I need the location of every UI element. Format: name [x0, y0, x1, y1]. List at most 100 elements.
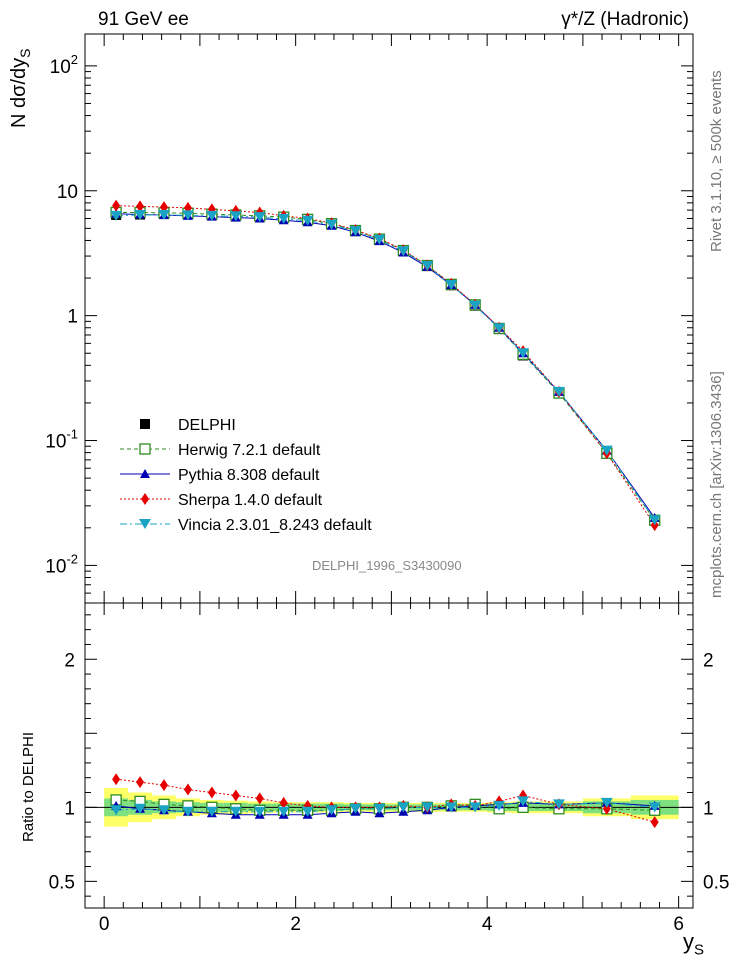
- ratio-sherpa-point: [255, 792, 264, 805]
- ratio-y-tick-label-left: 2: [64, 650, 75, 671]
- ratio-vincia-point: [181, 806, 194, 817]
- ratio-vincia-point: [325, 805, 338, 816]
- ratio-vincia-point: [493, 800, 506, 811]
- ratio-vincia-point: [600, 797, 613, 808]
- analysis-watermark: DELPHI_1996_S3430090: [312, 558, 462, 573]
- x-axis-label: yS: [683, 929, 704, 958]
- main-sherpa-point: [136, 200, 145, 213]
- legend-marker-data: [140, 419, 150, 429]
- legend-label-data: DELPHI: [178, 417, 236, 434]
- rivet-version-label: Rivet 3.1.10, ≥ 500k events: [708, 70, 725, 252]
- ratio-vincia-point: [648, 802, 661, 813]
- ratio-vincia-point: [205, 806, 218, 817]
- ratio-vincia-point: [253, 806, 266, 817]
- main-vincia-point: [205, 210, 218, 221]
- ratio-y-axis-label: Ratio to DELPHI: [20, 731, 37, 842]
- ratio-sherpa-point: [231, 789, 240, 802]
- main-y-tick-label-exponent: -1: [66, 427, 78, 442]
- main-vincia-point: [325, 219, 338, 230]
- main-vincia-point: [253, 212, 266, 223]
- ratio-vincia-point: [445, 802, 458, 813]
- legend-marker-herwig: [139, 443, 151, 455]
- ratio-vincia-point: [517, 796, 530, 807]
- x-axis-label-text: y: [683, 929, 694, 954]
- ratio-sherpa-point: [159, 779, 168, 792]
- main-vincia-point: [469, 300, 482, 311]
- header-right: γ*/Z (Hadronic): [561, 9, 689, 30]
- legend-marker-vincia: [139, 519, 151, 529]
- main-vincia-point: [648, 515, 661, 526]
- ratio-vincia-point: [552, 799, 565, 810]
- header-left: 91 GeV ee: [98, 9, 189, 30]
- ratio-vincia-point: [373, 803, 386, 814]
- legend-label-vincia: Vincia 2.3.01_8.243 default: [178, 517, 372, 534]
- main-y-tick-label-base: 10: [50, 57, 71, 78]
- main-y-axis-label-text: N dσ/dy: [8, 57, 30, 128]
- ratio-y-tick-label-left: 1: [64, 798, 75, 819]
- main-vincia-point: [277, 213, 290, 224]
- x-axis-label-subscript: S: [694, 941, 705, 959]
- ratio-sherpa-point: [602, 802, 611, 815]
- x-tick-label: 6: [673, 914, 684, 935]
- plot-series: [110, 199, 661, 829]
- main-y-tick-label-exponent: -2: [66, 551, 78, 566]
- main-vincia-point: [600, 445, 613, 456]
- ratio-sherpa-point: [207, 786, 216, 799]
- ratio-vincia-point: [134, 803, 147, 814]
- legend-marker-pythia: [140, 469, 150, 478]
- ratio-vincia-point: [397, 802, 410, 813]
- main-sherpa-point: [112, 199, 121, 212]
- main-vincia-point: [157, 209, 170, 220]
- ratio-vincia-line: [116, 800, 655, 813]
- main-vincia-point: [493, 323, 506, 334]
- main-y-axis-label-subscript: S: [17, 48, 33, 58]
- main-vincia-point: [421, 260, 434, 271]
- ratio-y-tick-label-right: 0.5: [703, 872, 729, 893]
- ratio-vincia-point: [301, 806, 314, 817]
- ratio-vincia-point: [277, 806, 290, 817]
- main-y-tick-label-base: 10: [45, 432, 66, 453]
- ratio-plot-frame: [84, 602, 694, 909]
- main-y-tick-label-base: 10: [45, 556, 66, 577]
- legend-label-pythia: Pythia 8.308 default: [178, 467, 320, 484]
- main-vincia-point: [229, 211, 242, 222]
- ratio-vincia-point: [349, 803, 362, 814]
- main-vincia-point: [373, 234, 386, 245]
- ratio-vincia-point: [421, 802, 434, 813]
- legend-marker-sherpa: [141, 493, 149, 505]
- ratio-vincia-point: [157, 805, 170, 816]
- main-vincia-point: [397, 246, 410, 257]
- ratio-sherpa-point: [279, 796, 288, 809]
- main-vincia-point: [110, 210, 123, 221]
- legend-label-herwig: Herwig 7.2.1 default: [178, 442, 321, 459]
- legend: DELPHI Herwig 7.2.1 default Pythia 8.308 d…: [120, 417, 372, 534]
- ratio-y-tick-label-left: 0.5: [49, 872, 75, 893]
- main-y-tick-label: 10-2: [45, 551, 78, 577]
- main-y-tick-label: 1: [67, 307, 78, 328]
- main-vincia-point: [517, 348, 530, 359]
- x-tick-label: 0: [99, 914, 110, 935]
- main-y-tick-label: 102: [50, 52, 78, 78]
- ratio-sherpa-point: [183, 783, 192, 796]
- main-plot-frame: [84, 33, 694, 604]
- main-vincia-point: [552, 386, 565, 397]
- main-vincia-point: [181, 210, 194, 221]
- ratio-y-tick-label-right: 2: [703, 650, 714, 671]
- main-vincia-point: [445, 279, 458, 290]
- x-tick-label: 2: [290, 914, 301, 935]
- mcplots-label: mcplots.cern.ch [arXiv:1306.3436]: [708, 371, 725, 598]
- ratio-sherpa-point: [650, 816, 659, 829]
- main-vincia-point: [301, 215, 314, 226]
- main-y-tick-label-exponent: 2: [71, 52, 78, 67]
- main-vincia-point: [134, 209, 147, 220]
- main-y-axis-label: N dσ/dyS: [8, 49, 33, 129]
- ratio-y-tick-label-right: 1: [703, 798, 714, 819]
- x-tick-label: 4: [482, 914, 493, 935]
- main-y-tick-label: 10: [57, 182, 78, 203]
- legend-label-sherpa: Sherpa 1.4.0 default: [178, 492, 323, 509]
- ratio-vincia-point: [229, 806, 242, 817]
- ratio-vincia-point: [110, 805, 123, 816]
- ratio-sherpa-point: [136, 776, 145, 789]
